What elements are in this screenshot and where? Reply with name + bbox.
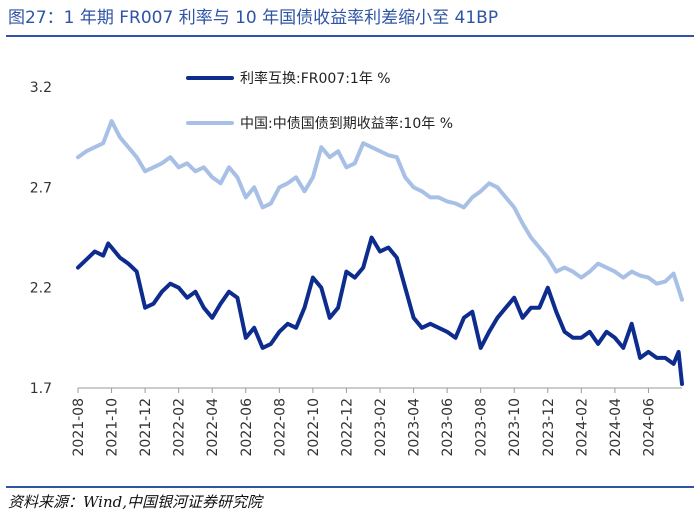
chart-title: 图27：1 年期 FR007 利率与 10 年国债收益率利差缩小至 41BP (8, 8, 499, 28)
x-tick-label: 2023-06 (440, 398, 456, 457)
x-tick-label: 2022-08 (272, 398, 288, 457)
x-tick-label: 2022-06 (239, 398, 255, 457)
cgb10y-series-line (76, 119, 684, 302)
x-tick-label: 2021-12 (138, 398, 154, 457)
x-tick-label: 2023-10 (507, 398, 523, 457)
legend-label: 利率互换:FR007:1年 % (240, 70, 391, 87)
fr007-series-line (76, 235, 684, 386)
x-tick-label: 2022-04 (205, 398, 221, 457)
x-tick-label: 2024-02 (574, 398, 590, 457)
legend-label: 中国:中债国债到期收益率:10年 % (240, 115, 453, 132)
x-tick-label: 2022-02 (172, 398, 188, 457)
x-tick-label: 2021-10 (105, 398, 121, 457)
x-tick-label: 2023-02 (373, 398, 389, 457)
x-tick-label: 2023-08 (474, 398, 490, 457)
y-tick-label: 1.7 (30, 381, 52, 397)
x-tick-label: 2022-10 (306, 398, 322, 457)
y-tick-label: 2.2 (30, 281, 52, 297)
x-tick-label: 2024-04 (608, 398, 624, 457)
source-divider (6, 486, 694, 488)
chart-area: 3.2 2.7 2.2 1.7 2021-08 2021-10 2021-12 2022-02… (30, 70, 684, 457)
x-tick-label: 2021-08 (71, 398, 87, 457)
y-tick-label: 3.2 (30, 80, 52, 96)
title-divider (6, 35, 694, 37)
x-tick-label: 2022-12 (339, 398, 355, 457)
x-tick-label: 2023-04 (407, 398, 423, 457)
x-tick-label: 2023-12 (541, 398, 557, 457)
y-tick-label: 2.7 (30, 180, 52, 196)
source-note: 资料来源：Wind,中国银河证券研究院 (8, 493, 262, 511)
x-tick-label: 2024-06 (641, 398, 657, 457)
